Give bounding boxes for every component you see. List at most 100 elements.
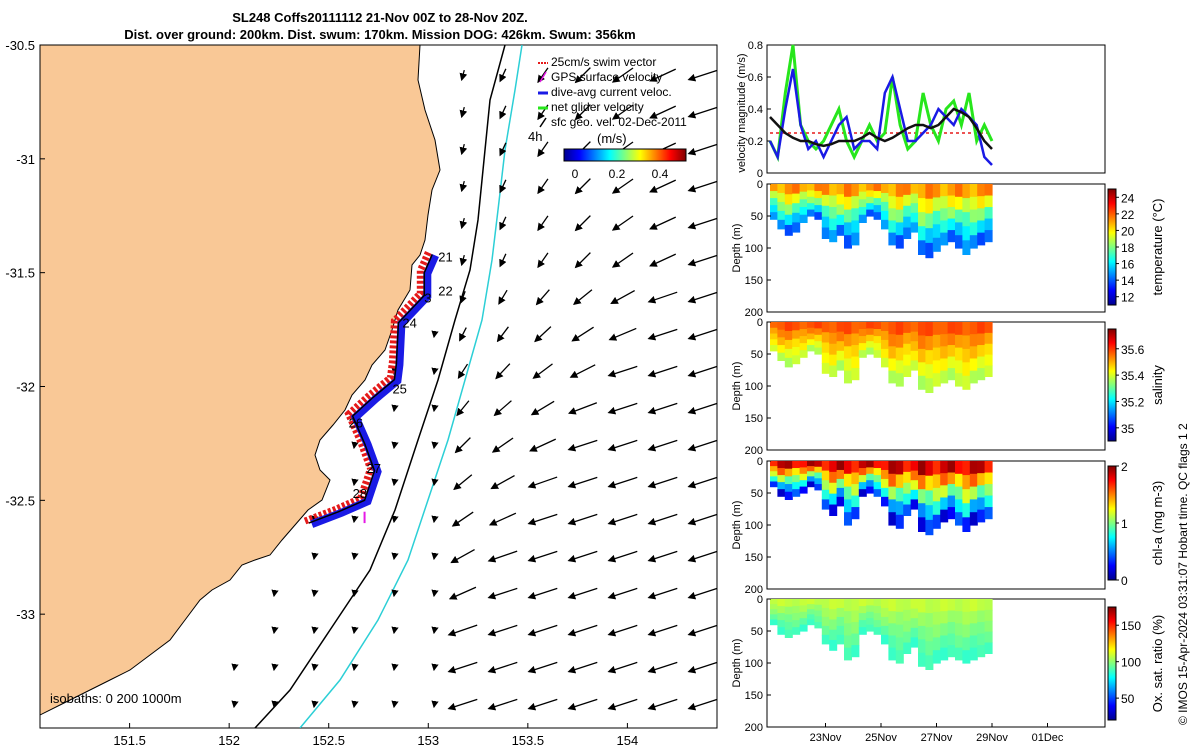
section-cell (851, 333, 860, 346)
section-cell (851, 622, 860, 635)
section-cell (873, 343, 882, 351)
section-cell (888, 322, 897, 335)
section-cell (918, 489, 926, 504)
section-cell (955, 512, 963, 526)
section-cell (969, 647, 978, 661)
section-cell (984, 484, 993, 497)
sfc-arrow (488, 512, 517, 526)
section-cell (873, 613, 882, 621)
sfc-arrow (687, 217, 717, 230)
section-ytick-label: 100 (745, 658, 763, 670)
section-panel-2: 0 50 100 150 200 Depth (m) 0 1 2 chl-a (mg m-3) (731, 456, 1165, 596)
section-cell (910, 184, 919, 195)
section-cell (799, 599, 808, 606)
section-cell (777, 461, 786, 469)
section-cell (984, 332, 993, 345)
section-cell (955, 347, 963, 361)
section-xtick-label: 23Nov (810, 732, 842, 744)
section-cell (932, 322, 941, 336)
sfc-arrow (574, 178, 591, 195)
section-ytick-label: 150 (745, 690, 763, 702)
section-cell (940, 611, 949, 624)
section-cell (947, 599, 956, 612)
section-cell (858, 475, 867, 483)
sfc-arrow (431, 626, 439, 635)
section-cell (955, 373, 963, 387)
section-cell (969, 346, 978, 360)
section-cell (977, 333, 986, 346)
section-cell (977, 633, 986, 646)
section-cell (792, 599, 801, 607)
section-cell (836, 634, 845, 645)
sfc-arrow (567, 550, 598, 563)
isobaths-label: isobaths: 0 200 1000m (50, 691, 182, 706)
section-cell (962, 517, 971, 532)
section-cell (932, 184, 941, 199)
section-cell (866, 605, 875, 613)
section-cell (784, 484, 793, 493)
colorbar-tick-label: 100 (1121, 656, 1141, 670)
section-cell (895, 624, 904, 638)
section-cell (866, 611, 875, 619)
sfc-arrow (607, 365, 638, 378)
section-cell (807, 345, 815, 352)
sfc-arrow (490, 474, 515, 490)
section-ytick-label: 100 (745, 243, 763, 255)
section-cell (873, 475, 882, 483)
section-cell (784, 348, 793, 359)
section-cell (814, 328, 823, 336)
section-cell (829, 504, 838, 516)
section-xtick-label: 25Nov (865, 732, 897, 744)
section-cell (977, 497, 986, 511)
sfc-arrow (431, 404, 439, 413)
section-cell (895, 334, 904, 349)
section-cell (807, 466, 815, 472)
sfc-arrow (530, 400, 555, 416)
sfc-arrow (431, 441, 439, 450)
section-cell (829, 599, 838, 610)
sfc-arrow (271, 626, 279, 635)
section-cell (821, 607, 830, 618)
section-cell (888, 599, 897, 612)
vel-ytick-label-1: 0.2 (748, 136, 763, 148)
section-cell (799, 322, 808, 330)
section-cell (955, 235, 963, 249)
section-cell (977, 368, 986, 381)
section-cell (821, 625, 830, 636)
section-cell (903, 471, 912, 484)
section-cell (814, 212, 823, 220)
section-cell (881, 210, 889, 221)
sfc-arrow (459, 69, 468, 82)
section-cell (792, 338, 801, 348)
section-cell (918, 461, 926, 476)
section-cell (866, 486, 875, 494)
section-cell (888, 635, 897, 649)
section-cell (814, 341, 823, 349)
sfc-arrow (499, 216, 507, 231)
section-cell (821, 634, 830, 645)
section-cell (962, 461, 971, 476)
section-cell (799, 467, 808, 475)
day-label-2: 3 (424, 290, 431, 305)
sfc-arrow (231, 663, 239, 672)
section-cell (940, 647, 949, 661)
section-cell (903, 343, 912, 356)
section-cell (799, 207, 808, 216)
section-cell (866, 209, 875, 217)
section-ytick-label: 200 (745, 584, 763, 596)
sfc-arrow (567, 476, 598, 489)
section-cell (925, 336, 934, 351)
sfc-arrow (647, 624, 678, 637)
section-cell (821, 480, 830, 491)
colorbar-label-0: temperature (°C) (1150, 199, 1165, 296)
section-cell (866, 624, 875, 632)
section-cell (925, 613, 934, 628)
section-cell (932, 347, 941, 361)
section-cell (844, 623, 852, 637)
section-cell (932, 224, 941, 239)
section-cell (947, 622, 956, 635)
section-cell (821, 227, 830, 239)
section-cell (814, 184, 823, 192)
section-cell (984, 195, 993, 208)
swim-vectors (303, 251, 432, 525)
